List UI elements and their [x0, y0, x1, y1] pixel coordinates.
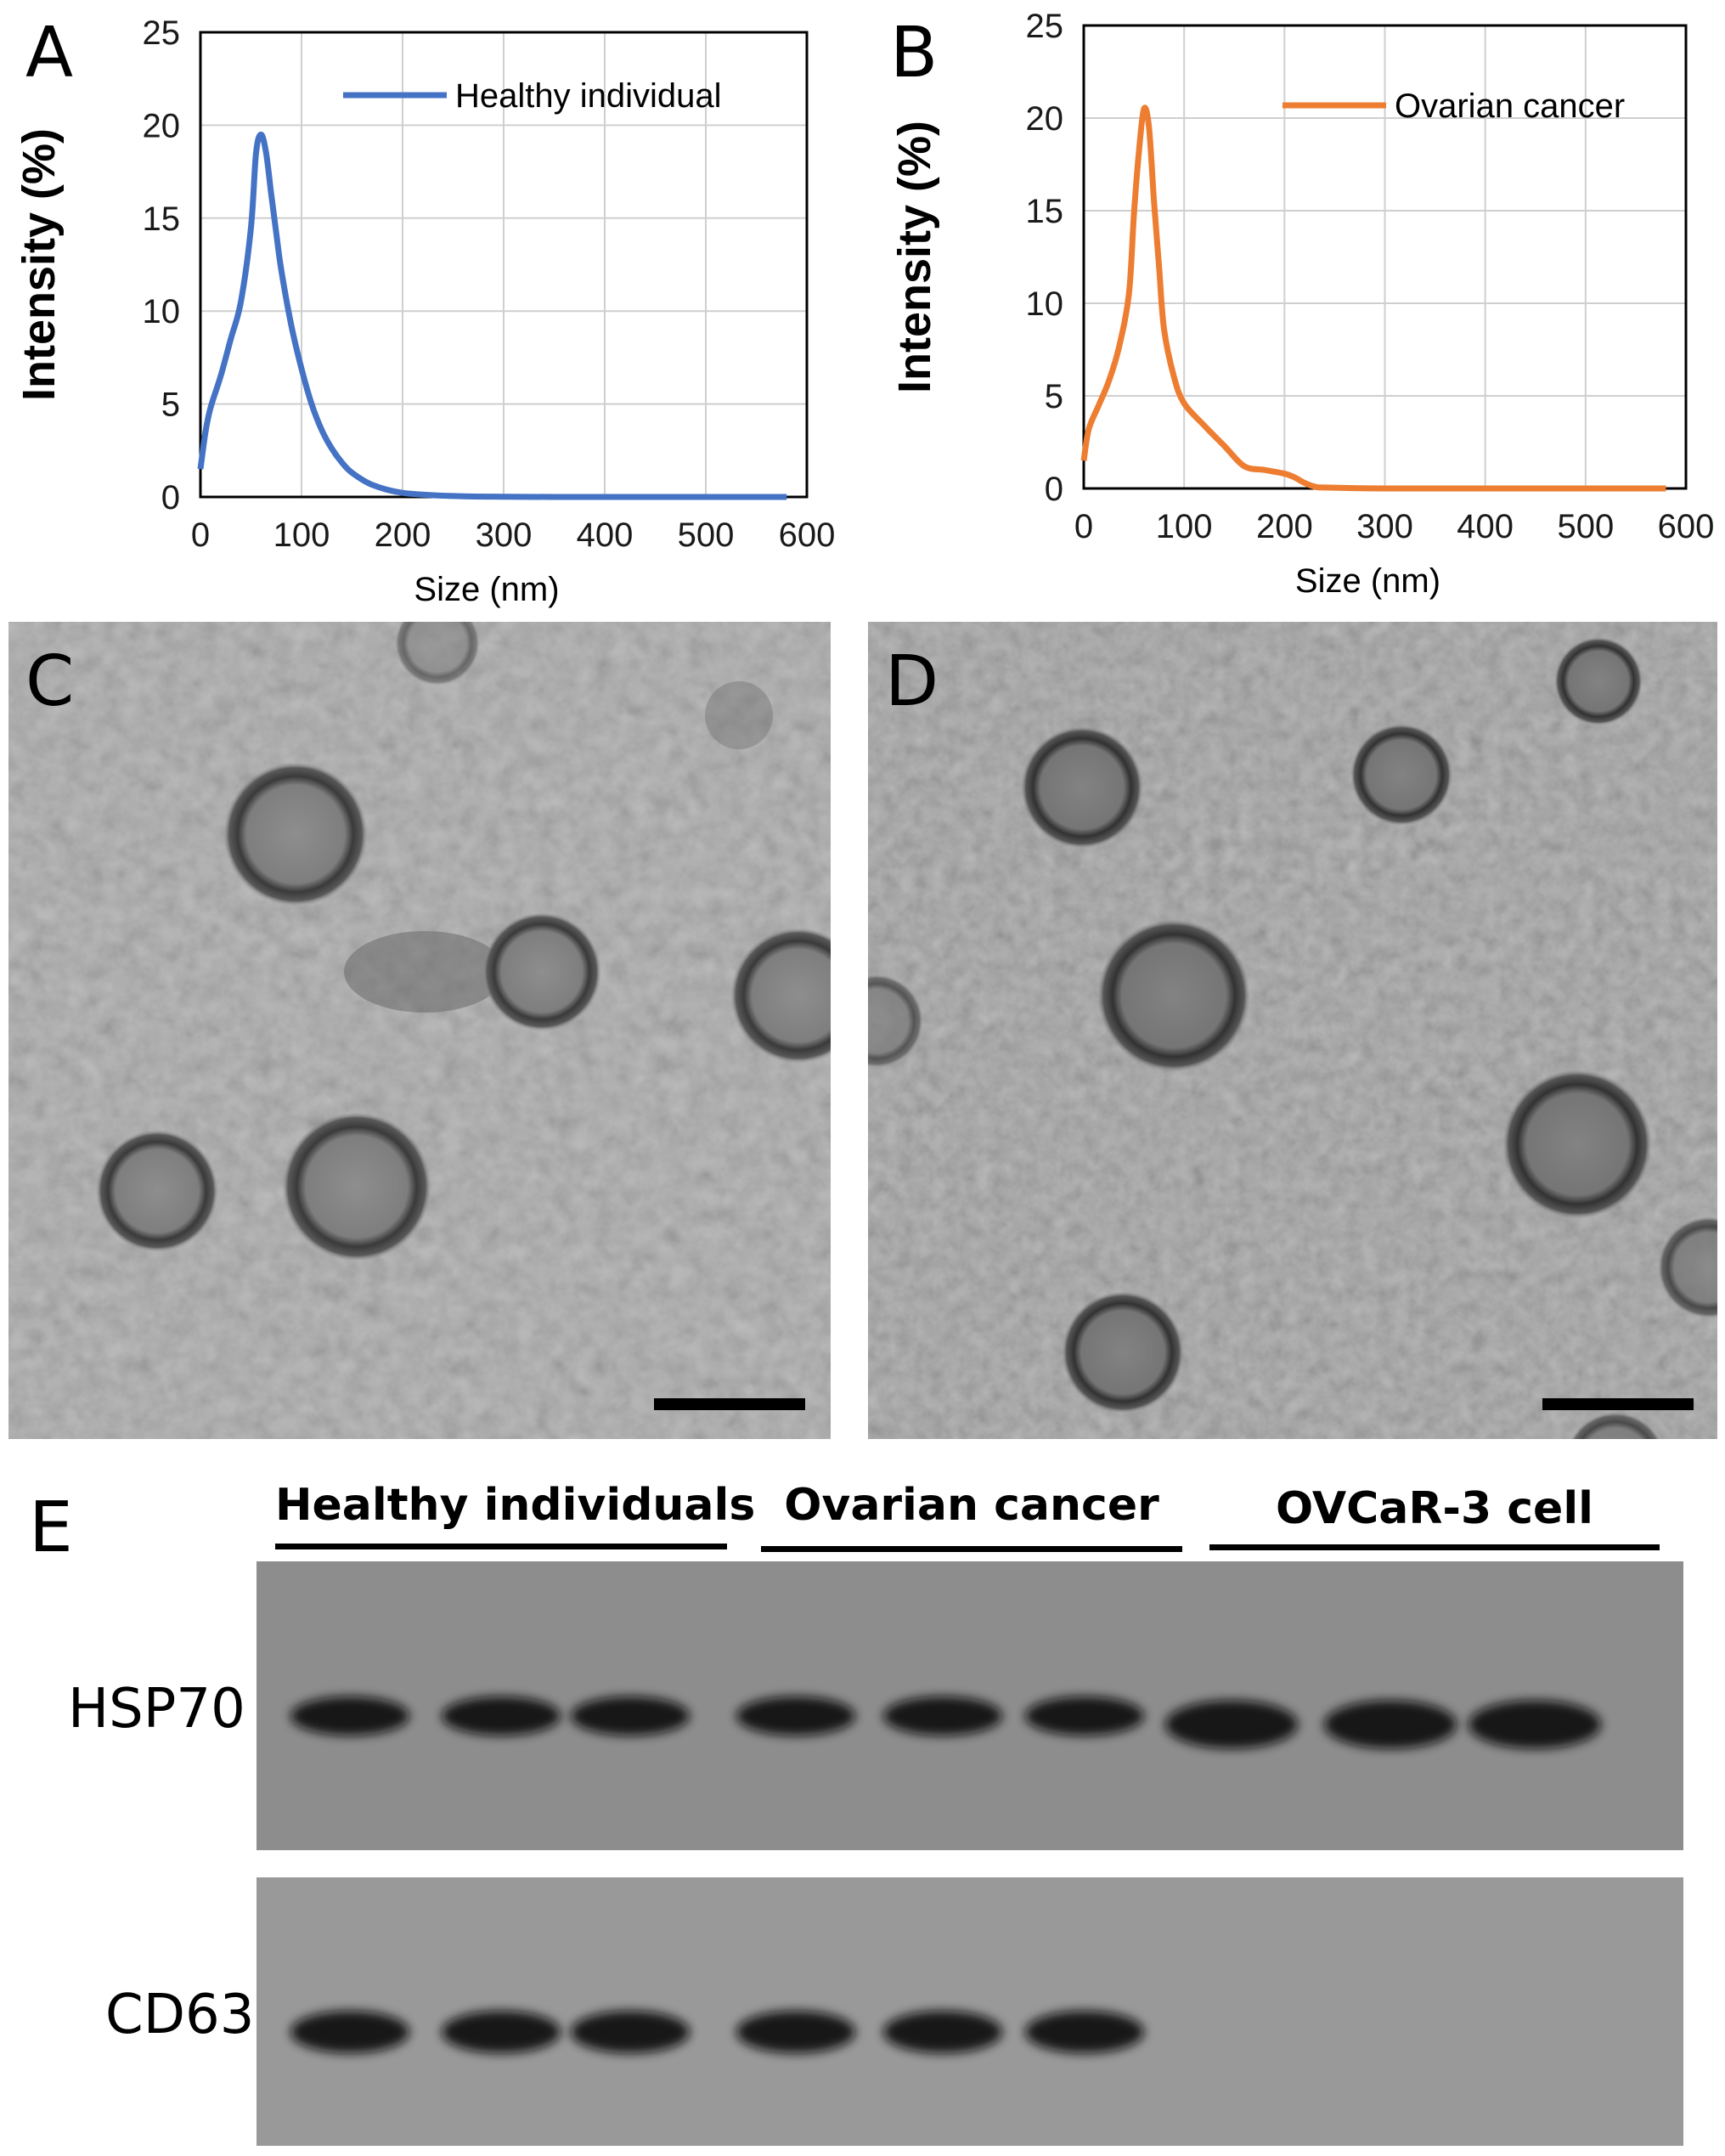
- series-line-ovarian-cancer: [1080, 104, 1666, 492]
- wb-group-label-ovarian: Ovarian cancer: [784, 1480, 1159, 1531]
- wb-group-label-ovcar3: OVCaR-3 cell: [1276, 1483, 1593, 1534]
- chart-a: 0 100 200 300 400 500 600 0 5 10 15 20 25 Size (nm) In…: [14, 14, 836, 608]
- series-line-healthy-individual: [197, 131, 787, 500]
- x-tick-label: 500: [1557, 508, 1614, 545]
- y-tick-label: 0: [161, 479, 180, 516]
- y-tick-label: 10: [143, 293, 181, 330]
- blot-strip-hsp70: [256, 1561, 1683, 1850]
- y-tick-label: 0: [1045, 471, 1063, 508]
- blot-band-hsp70: [442, 1696, 561, 1736]
- scale-bar-d: [1542, 1398, 1694, 1410]
- blot-band-cd63: [1025, 2011, 1144, 2053]
- blot-strip-cd63: [256, 1877, 1683, 2146]
- blot-band-cd63: [442, 2011, 561, 2053]
- blot-band-hsp70: [290, 1696, 409, 1736]
- blot-band-hsp70: [1324, 1700, 1457, 1749]
- x-tick-label: 200: [1256, 508, 1313, 545]
- blot-band-hsp70: [1165, 1700, 1298, 1749]
- x-axis-label: Size (nm): [414, 571, 559, 608]
- blot-band-hsp70: [736, 1696, 855, 1736]
- blot-band-cd63: [883, 2011, 1002, 2053]
- em-image-d: D: [868, 622, 1717, 1439]
- y-tick-label: 25: [1026, 8, 1064, 45]
- panel-label-b: B: [890, 13, 939, 93]
- blot-band-hsp70: [1469, 1700, 1601, 1749]
- panel-label-d: D: [885, 641, 939, 722]
- blot-band-cd63: [736, 2011, 855, 2053]
- wb-row-label-cd63: CD63: [105, 1984, 255, 2046]
- y-tick-label: 5: [1045, 378, 1063, 415]
- x-tick-label: 600: [779, 516, 836, 554]
- em-image-d-graphic: [868, 622, 1717, 1439]
- wb-group-line-ovcar3: [1209, 1544, 1660, 1550]
- x-tick-label: 300: [476, 516, 533, 554]
- wb-group-line-healthy: [275, 1544, 727, 1549]
- blot-band-hsp70: [1025, 1696, 1144, 1736]
- y-tick-label: 20: [1026, 100, 1064, 138]
- wb-group-label-healthy: Healthy individuals: [275, 1480, 756, 1531]
- panel-label-c: C: [25, 641, 75, 722]
- x-tick-label: 600: [1658, 508, 1715, 545]
- scale-bar-c: [654, 1398, 805, 1410]
- blot-band-cd63: [571, 2011, 690, 2053]
- y-tick-label: 25: [143, 14, 181, 52]
- blot-band-cd63: [290, 2011, 409, 2053]
- y-tick-label: 5: [161, 387, 180, 424]
- x-tick-label: 400: [1457, 508, 1514, 545]
- x-tick-label: 400: [577, 516, 634, 554]
- em-image-c: C: [8, 622, 831, 1439]
- wb-row-label-hsp70: HSP70: [68, 1678, 245, 1741]
- y-tick-label: 20: [143, 107, 181, 144]
- y-tick-label: 15: [1026, 193, 1064, 230]
- legend-label: Healthy individual: [455, 77, 722, 115]
- panel-label-e: E: [29, 1487, 73, 1568]
- x-tick-label: 0: [1074, 508, 1093, 545]
- y-axis-label: Intensity (%): [889, 121, 940, 393]
- em-image-c-graphic: [8, 622, 831, 1439]
- x-tick-label: 100: [273, 516, 330, 554]
- x-tick-label: 300: [1356, 508, 1413, 545]
- x-tick-label: 200: [375, 516, 431, 554]
- x-tick-label: 100: [1156, 508, 1213, 545]
- x-tick-label: 500: [678, 516, 735, 554]
- legend-label: Ovarian cancer: [1395, 87, 1625, 125]
- y-axis-label: Intensity (%): [14, 128, 65, 401]
- chart-b: 0 100 200 300 400 500 600 0 5 10 15 20 25 Size (nm) In…: [889, 8, 1715, 600]
- x-axis-label: Size (nm): [1295, 562, 1440, 600]
- y-tick-label: 15: [143, 200, 181, 238]
- blot-band-hsp70: [883, 1696, 1002, 1736]
- x-tick-label: 0: [191, 516, 210, 554]
- wb-group-line-ovarian: [761, 1546, 1182, 1552]
- y-tick-label: 10: [1026, 285, 1064, 323]
- blot-band-hsp70: [571, 1696, 690, 1736]
- panel-label-a: A: [25, 13, 74, 93]
